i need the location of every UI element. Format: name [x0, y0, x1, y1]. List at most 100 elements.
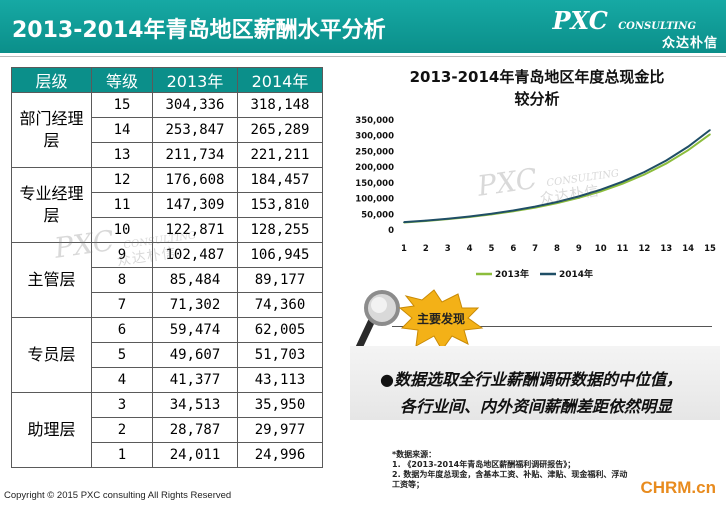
data-point: [534, 205, 536, 208]
col-header-level: 层级: [11, 67, 92, 93]
value-2013-cell: 28,787: [152, 417, 238, 443]
data-point: [687, 149, 689, 152]
grade-cell: 13: [91, 142, 153, 168]
salary-table: 层级 等级 2013年 2014年 部门经理层 15 304,336 318,148 1…: [11, 67, 323, 468]
data-point: [468, 215, 471, 218]
data-point: [621, 182, 624, 185]
grade-cell: 9: [91, 242, 153, 268]
grade-cell: 1: [91, 442, 153, 468]
value-2013-cell: 49,607: [152, 342, 238, 368]
grade-cell: 6: [91, 317, 153, 343]
findings-line2: 各行业间、内外资间薪酬差距依然明显: [400, 397, 673, 416]
logo-small-text: CONSULTING: [618, 21, 696, 32]
table-row: 7 71,302 74,360: [12, 292, 323, 318]
value-2014-cell: 24,996: [237, 442, 323, 468]
value-2013-cell: 59,474: [152, 317, 238, 343]
table-row: 4 41,377 43,113: [12, 367, 323, 393]
legend-label: 2013年: [495, 268, 529, 280]
data-source-notes: *数据来源： 1. 《2013-2014年青岛地区薪酬福利调研报告》； 2. 数…: [392, 450, 627, 490]
data-point: [425, 219, 427, 222]
value-2014-cell: 89,177: [237, 267, 323, 293]
value-2014-cell: 128,255: [237, 217, 323, 243]
table-row: 部门经理层 15 304,336 318,148: [11, 92, 323, 168]
x-tick-label: 4: [467, 244, 473, 254]
x-tick-label: 8: [554, 244, 560, 254]
level-cell: 专业经理层: [11, 167, 92, 243]
x-tick-label: 6: [510, 244, 516, 254]
value-2014-cell: 106,945: [237, 242, 323, 268]
value-2014-cell: 35,950: [237, 392, 323, 418]
grade-cell: 4: [91, 367, 153, 393]
table-row: 专员层 6 59,474 62,005: [11, 317, 323, 393]
chart-title-line2: 较分析: [514, 90, 560, 108]
data-point: [643, 173, 646, 176]
x-tick-label: 1: [401, 244, 407, 254]
x-tick-label: 5: [488, 244, 494, 254]
data-point: [687, 145, 689, 148]
grade-cell: 12: [91, 167, 153, 193]
grade-cell: 2: [91, 417, 153, 443]
bullet-icon: ●: [380, 370, 394, 389]
value-2014-cell: 184,457: [237, 167, 323, 193]
value-2013-cell: 253,847: [152, 117, 238, 143]
x-tick-label: 7: [532, 244, 538, 254]
x-tick-label: 3: [445, 244, 451, 254]
col-header-2013: 2013年: [152, 67, 238, 93]
value-2013-cell: 41,377: [152, 367, 238, 393]
x-tick-label: 14: [682, 244, 694, 254]
y-tick-label: 100,000: [355, 195, 394, 205]
logo-text: PXC: [552, 6, 608, 35]
data-point: [599, 190, 602, 193]
grade-cell: 15: [91, 92, 153, 118]
data-point: [403, 221, 405, 223]
level-cell: 部门经理层: [11, 92, 92, 168]
page-title: 2013-2014年青岛地区薪酬水平分析: [12, 18, 386, 43]
value-2013-cell: 34,513: [152, 392, 238, 418]
notes-item-2: 2. 数据为年度总现金，含基本工资、补贴、津贴、现金福利、浮动: [392, 470, 628, 479]
value-2014-cell: 221,211: [237, 142, 323, 168]
table-row: 5 49,607 51,703: [12, 342, 323, 368]
value-2013-cell: 24,011: [152, 442, 238, 468]
findings-divider: [392, 326, 712, 327]
table-header-row: 层级 等级 2013年 2014年: [11, 67, 323, 93]
table-row: 11 147,309 153,810: [12, 192, 323, 218]
data-point: [599, 188, 602, 191]
table-row: 8 85,484 89,177: [12, 267, 323, 293]
level-cell: 专员层: [11, 317, 92, 393]
x-tick-label: 11: [617, 244, 629, 254]
data-point: [490, 212, 493, 215]
y-tick-label: 0: [388, 226, 394, 236]
x-tick-label: 9: [576, 244, 582, 254]
data-point: [665, 162, 668, 165]
logo-subtitle: 众达朴信: [661, 36, 718, 51]
x-tick-label: 10: [595, 244, 607, 254]
data-point: [709, 133, 711, 136]
notes-item-2-cont: 工资等；: [392, 480, 424, 489]
data-point: [665, 159, 668, 162]
grade-cell: 3: [91, 392, 153, 418]
y-tick-label: 200,000: [355, 163, 394, 173]
col-header-grade: 等级: [91, 67, 153, 93]
y-tick-label: 50,000: [361, 210, 394, 220]
value-2013-cell: 85,484: [152, 267, 238, 293]
x-tick-label: 13: [660, 244, 672, 254]
value-2014-cell: 29,977: [237, 417, 323, 443]
title-bar: 2013-2014年青岛地区薪酬水平分析 PXC CONSULTING 众达朴信: [0, 0, 726, 53]
grade-cell: 7: [91, 292, 153, 318]
table-row: 主管层 9 102,487 106,945: [11, 242, 323, 318]
y-tick-label: 350,000: [355, 116, 394, 126]
findings-line1: 数据选取全行业薪酬调研数据的中位值，: [393, 370, 682, 389]
value-2013-cell: 176,608: [152, 167, 238, 193]
table-row: 2 28,787 29,977: [12, 417, 323, 443]
x-tick-label: 2: [423, 244, 429, 254]
data-point: [643, 171, 646, 173]
notes-heading: *数据来源：: [392, 450, 437, 459]
chart-title-line1: 2013-2014年青岛地区年度总现金比: [409, 68, 665, 86]
x-tick-label: 15: [704, 244, 716, 254]
grade-cell: 11: [91, 192, 153, 218]
value-2014-cell: 62,005: [237, 317, 323, 343]
value-2013-cell: 304,336: [152, 92, 238, 118]
data-point: [709, 129, 711, 131]
header-rule: [0, 56, 726, 57]
value-2013-cell: 211,734: [152, 142, 238, 168]
